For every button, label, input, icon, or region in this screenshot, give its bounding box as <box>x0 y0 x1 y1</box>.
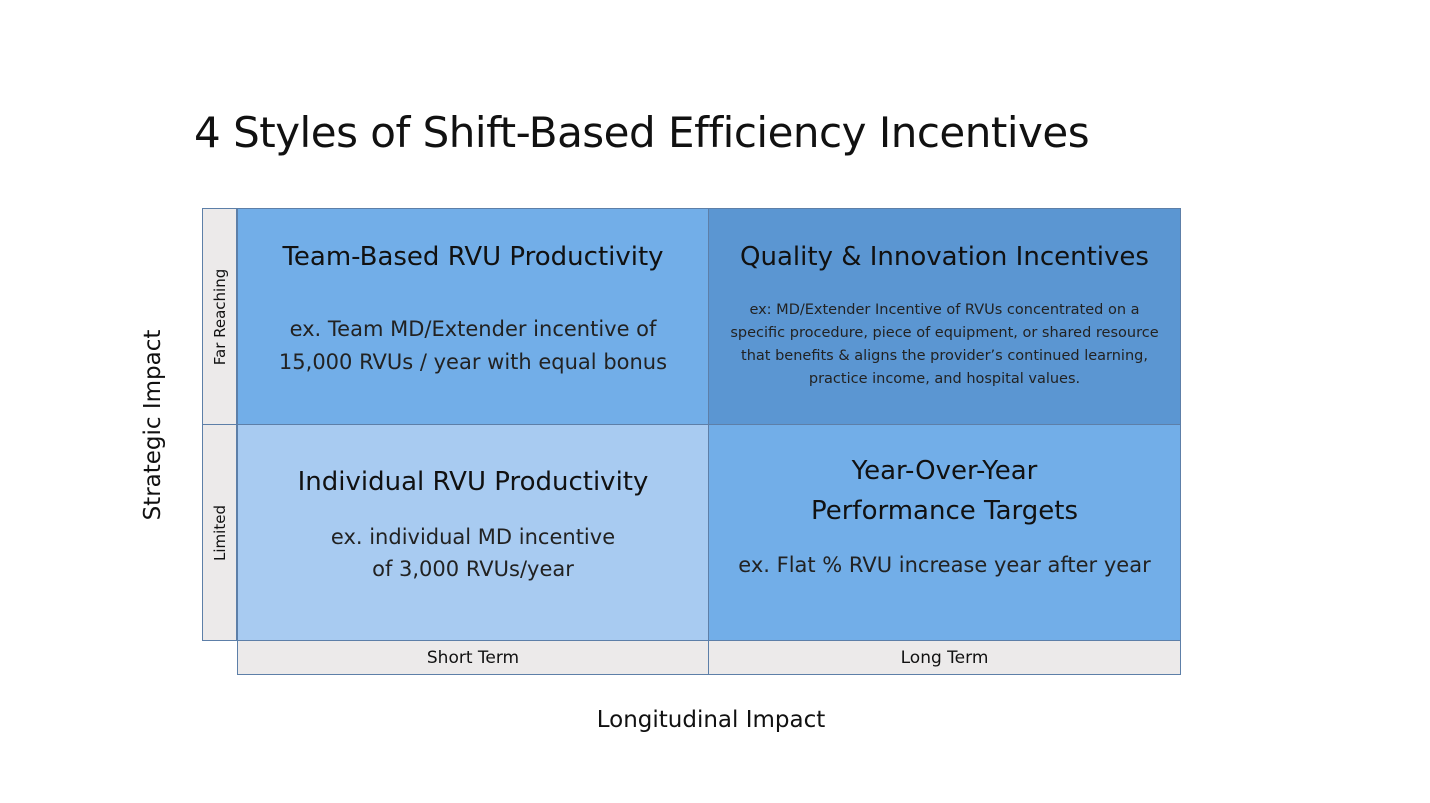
quadrant-heading: Quality & Innovation Incentives <box>740 242 1149 272</box>
quadrant-description-line: ex. individual MD incentive <box>330 525 616 549</box>
quadrant-heading: Individual RVU Productivity <box>297 467 649 497</box>
row-label-far-reaching-text: Far Reaching <box>210 268 229 365</box>
row-label-far-reaching: Far Reaching <box>202 208 237 425</box>
quadrant-description: ex. individual MD incentive of 3,000 RVU… <box>238 521 708 585</box>
column-label-short-term: Short Term <box>237 640 709 675</box>
quadrant-quality-innovation: Quality & Innovation Incentives ex: MD/E… <box>708 208 1181 425</box>
column-label-long-term: Long Term <box>708 640 1181 675</box>
quadrant-description-line: 15,000 RVUs / year with equal bonus <box>278 350 668 374</box>
quadrant-year-over-year: Year-Over-Year Performance Targets ex. F… <box>708 424 1181 641</box>
quadrant-team-based-rvu: Team-Based RVU Productivity ex. Team MD/… <box>237 208 709 425</box>
quadrant-description: ex: MD/Extender Incentive of RVUs concen… <box>730 302 1159 387</box>
x-axis-title: Longitudinal Impact <box>596 707 826 733</box>
slide-title: 4 Styles of Shift-Based Efficiency Incen… <box>194 108 1090 157</box>
quadrant-heading-line: Year-Over-Year <box>851 456 1038 486</box>
quadrant-heading: Year-Over-Year Performance Targets <box>709 451 1180 531</box>
quadrant-description-line: of 3,000 RVUs/year <box>372 557 574 581</box>
row-label-limited-text: Limited <box>210 504 229 561</box>
row-label-limited: Limited <box>202 424 237 641</box>
quadrant-heading-line: Performance Targets <box>810 496 1078 526</box>
quadrant-description-line: ex. Team MD/Extender incentive of <box>289 317 657 341</box>
quadrant-description: ex. Team MD/Extender incentive of 15,000… <box>238 313 708 379</box>
quadrant-individual-rvu: Individual RVU Productivity ex. individu… <box>237 424 709 641</box>
quadrant-heading: Team-Based RVU Productivity <box>282 242 664 272</box>
quadrant-description: ex. Flat % RVU increase year after year <box>738 553 1151 577</box>
y-axis-title: Strategic Impact <box>140 329 166 521</box>
